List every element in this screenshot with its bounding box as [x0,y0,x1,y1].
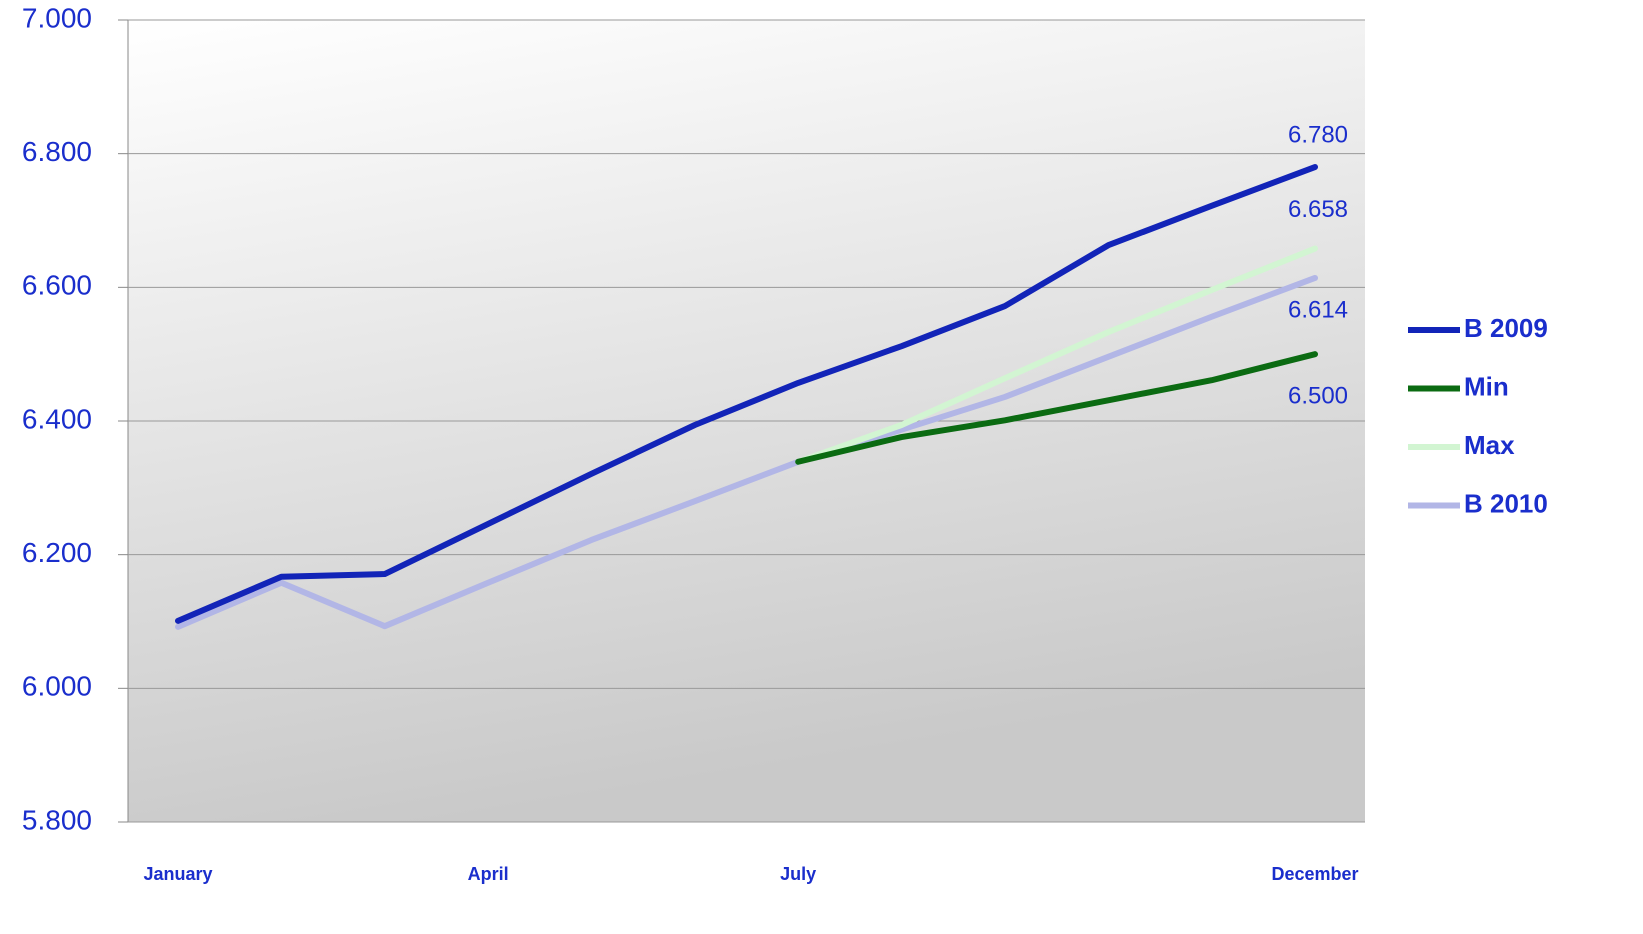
y-tick-label: 6.000 [22,671,92,702]
y-tick-label: 6.200 [22,537,92,568]
x-tick-label: December [1271,864,1358,884]
legend-label: Max [1464,430,1515,460]
y-tick-label: 6.800 [22,136,92,167]
x-tick-label: July [780,864,816,884]
y-tick-label: 7.000 [22,2,92,33]
value-label: 6.500 [1288,383,1348,410]
series-line [795,351,1318,465]
series-line [175,164,1318,624]
value-label: 6.780 [1288,121,1348,148]
value-label: 6.658 [1288,196,1348,223]
y-tick-label: 5.800 [22,804,92,835]
series-line [175,274,1318,630]
series-line [795,245,1318,465]
y-tick-label: 6.600 [22,270,92,301]
legend-label: B 2009 [1464,313,1548,343]
value-label: 6.614 [1288,296,1348,323]
legend-label: Min [1464,371,1509,401]
legend-label: B 2010 [1464,488,1548,518]
x-tick-label: January [143,864,212,884]
x-tick-label: April [468,864,509,884]
y-tick-label: 6.400 [22,403,92,434]
